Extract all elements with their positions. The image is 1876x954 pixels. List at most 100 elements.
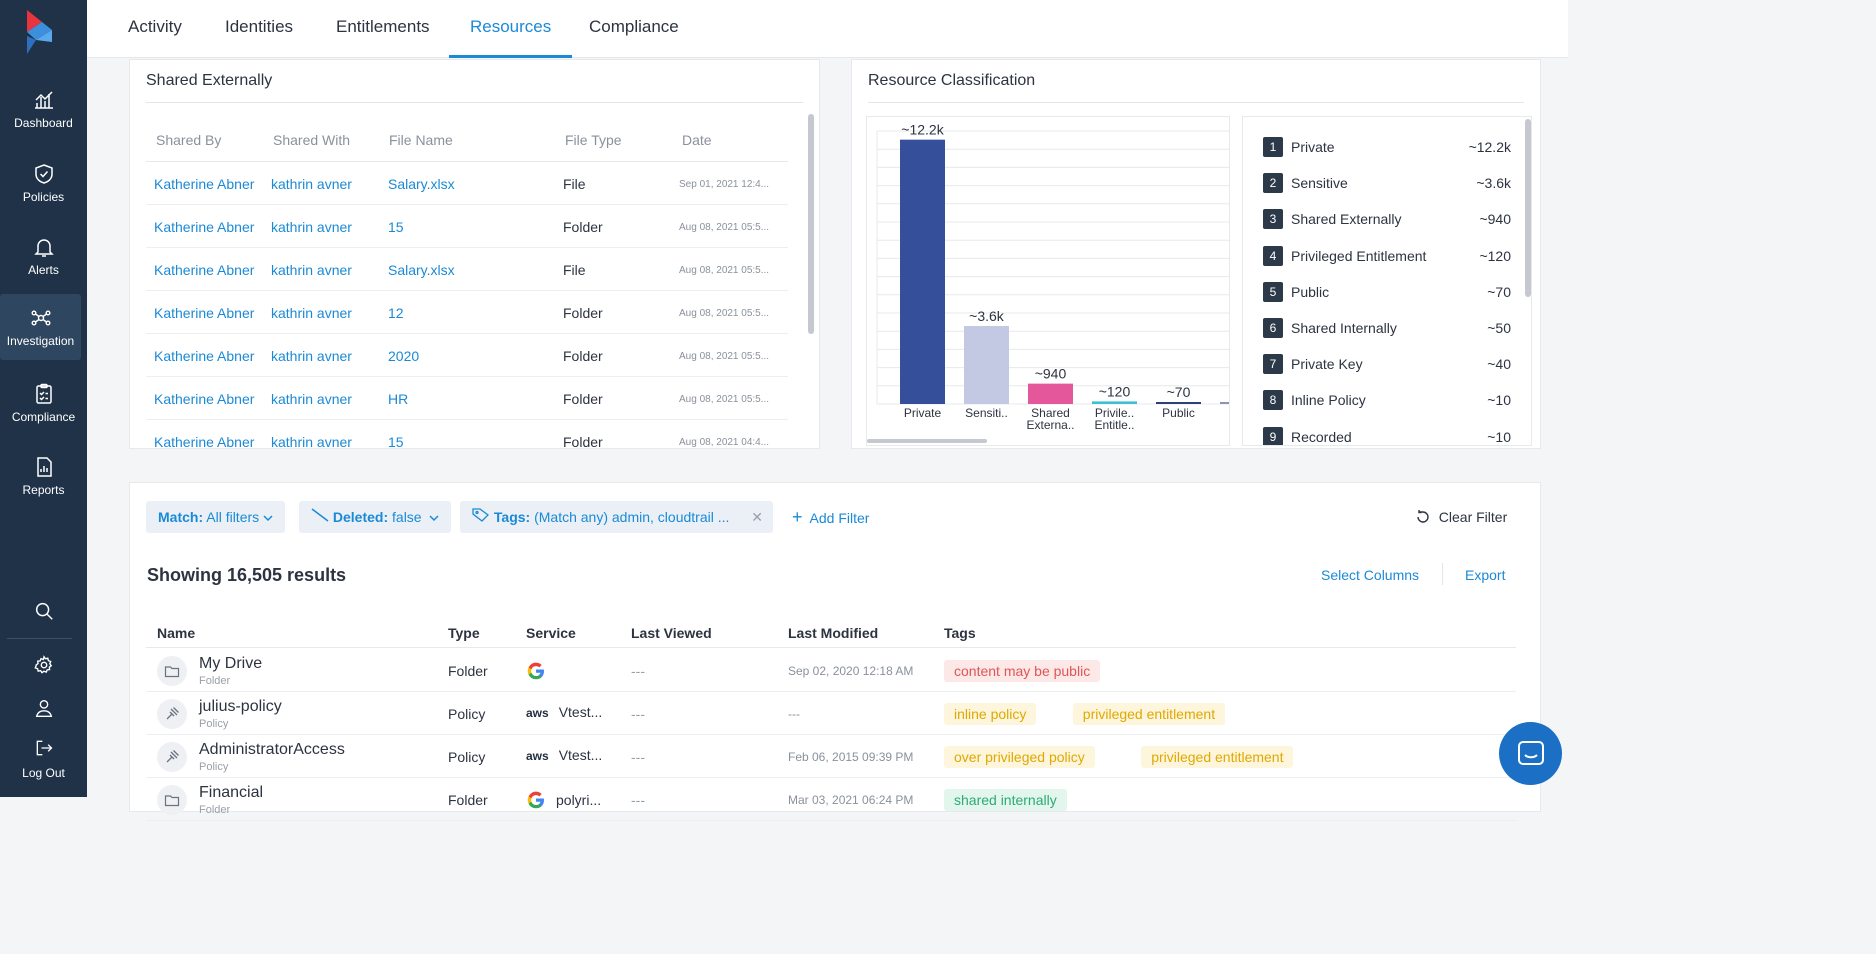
tag-badge[interactable]: privileged entitlement [1141,746,1294,768]
col-name[interactable]: Name [157,625,196,641]
table-row[interactable]: Katherine Abner kathrin avner 12 Folder Aug … [146,291,788,334]
nav-reports[interactable]: Reports [0,443,87,509]
shared-by-cell[interactable]: Katherine Abner [154,262,255,278]
nav-compliance[interactable]: Compliance [0,370,87,436]
table-row[interactable]: Katherine Abner kathrin avner Salary.xlsx F… [146,162,788,205]
table-row[interactable]: Katherine Abner kathrin avner HR Folder Aug … [146,377,788,420]
shared-with-cell[interactable]: kathrin avner [271,434,352,449]
chevron-down-icon [263,515,273,522]
tab-identities[interactable]: Identities [225,17,294,36]
legend-item[interactable]: 4 Privileged Entitlement ~120 [1263,245,1511,266]
shared-with-cell[interactable]: kathrin avner [271,262,352,278]
search-button[interactable] [0,600,87,622]
tag-badge[interactable]: content may be public [944,660,1101,682]
nav-policies[interactable]: Policies [0,150,87,216]
clear-filter-button[interactable]: Clear Filter [1415,501,1507,533]
legend-scrollbar[interactable] [1525,119,1531,297]
file-name-cell[interactable]: Salary.xlsx [388,176,455,192]
profile-button[interactable] [0,697,87,719]
resource-name[interactable]: AdministratorAccess [199,741,345,758]
shared-externally-scrollbar[interactable] [808,114,814,334]
tab-entitlements[interactable]: Entitlements [336,17,430,36]
table-row[interactable]: Katherine Abner kathrin avner Salary.xlsx F… [146,248,788,291]
chart-bar[interactable] [1220,402,1230,404]
table-row[interactable]: Financial Folder Folder polyri... --- Mar 03,… [146,778,1516,821]
logout-button[interactable]: Log Out [0,738,87,780]
file-name-cell[interactable]: 12 [388,305,404,321]
col-shared-by[interactable]: Shared By [156,132,222,148]
legend-item[interactable]: 3 Shared Externally ~940 [1263,209,1511,230]
legend-item[interactable]: 1 Private ~12.2k [1263,137,1511,157]
chart-bar[interactable] [1028,383,1073,404]
col-last-viewed[interactable]: Last Viewed [631,625,712,641]
export-link[interactable]: Export [1465,567,1506,583]
shared-by-cell[interactable]: Katherine Abner [154,219,255,235]
table-row[interactable]: julius-policy Policy Policy aws Vtest... --- -… [146,692,1516,735]
match-filter-chip[interactable]: Match: All filters [146,501,286,533]
legend-item[interactable]: 9 Recorded ~10 [1263,426,1511,445]
table-row[interactable]: Katherine Abner kathrin avner 2020 Folder Au… [146,334,788,377]
tab-resources[interactable]: Resources [449,0,573,58]
shared-by-cell[interactable]: Katherine Abner [154,348,255,364]
col-shared-with[interactable]: Shared With [273,132,351,148]
col-last-modified[interactable]: Last Modified [788,625,879,641]
app-logo[interactable] [24,10,54,54]
nav-alerts[interactable]: Alerts [0,223,87,289]
tag-badge[interactable]: privileged entitlement [1072,703,1226,725]
table-row[interactable]: My Drive Folder Folder --- Sep 02, 2020 12:1… [146,649,1516,692]
legend-value: ~10 [1487,392,1511,409]
shared-with-cell[interactable]: kathrin avner [271,176,352,192]
tab-activity[interactable]: Activity [128,17,182,36]
legend-item[interactable]: 2 Sensitive ~3.6k [1263,173,1511,194]
chart-scrollbar[interactable] [867,439,987,443]
col-tags[interactable]: Tags [944,625,976,641]
legend-item[interactable]: 6 Shared Internally ~50 [1263,318,1511,338]
chat-launcher-button[interactable] [1499,722,1562,785]
col-file-type[interactable]: File Type [565,132,622,148]
col-date[interactable]: Date [682,132,712,148]
file-name-cell[interactable]: 15 [388,219,404,235]
legend-item[interactable]: 7 Private Key ~40 [1263,354,1511,375]
resource-classification-title: Resource Classification [868,72,1036,89]
tag-badge[interactable]: over privileged policy [944,746,1095,768]
shared-by-cell[interactable]: Katherine Abner [154,391,255,407]
close-icon[interactable]: ✕ [751,509,763,525]
resource-name[interactable]: julius-policy [199,698,282,715]
table-row[interactable]: Katherine Abner kathrin avner 15 Folder Aug … [146,420,788,449]
shared-with-cell[interactable]: kathrin avner [271,305,352,321]
deleted-filter-chip[interactable]: Deleted: false [299,501,452,533]
file-name-cell[interactable]: 15 [388,434,404,449]
shared-by-cell[interactable]: Katherine Abner [154,176,255,192]
legend-item[interactable]: 8 Inline Policy ~10 [1263,390,1511,411]
shared-with-cell[interactable]: kathrin avner [271,348,352,364]
select-columns-link[interactable]: Select Columns [1321,567,1420,583]
col-service[interactable]: Service [526,625,576,641]
tag-badge[interactable]: shared internally [944,789,1067,811]
file-name-cell[interactable]: HR [388,391,409,407]
col-type[interactable]: Type [448,625,480,641]
chart-bar[interactable] [1092,401,1137,404]
tab-compliance[interactable]: Compliance [589,17,679,36]
shared-by-cell[interactable]: Katherine Abner [154,305,255,321]
shared-with-cell[interactable]: kathrin avner [271,219,352,235]
shared-by-cell[interactable]: Katherine Abner [154,434,255,449]
col-file-name[interactable]: File Name [389,132,453,148]
resource-name[interactable]: My Drive [199,655,263,672]
tags-filter-chip[interactable]: Tags: (Match any) admin, cloudtrail ... … [460,501,773,533]
nav-investigation[interactable]: Investigation [0,294,81,360]
shared-with-cell[interactable]: kathrin avner [271,391,352,407]
chart-bar[interactable] [1156,402,1201,404]
settings-button[interactable] [0,654,87,676]
tag-badge[interactable]: inline policy [944,703,1037,725]
file-name-cell[interactable]: 2020 [388,348,420,364]
table-row[interactable]: Katherine Abner kathrin avner 15 Folder Aug … [146,205,788,248]
add-filter-button[interactable]: + Add Filter [792,501,869,533]
table-row[interactable]: AdministratorAccess Policy Policy aws Vtest.… [146,735,1516,778]
resource-name[interactable]: Financial [199,784,264,801]
file-name-cell[interactable]: Salary.xlsx [388,262,455,278]
row-type-icon-wrap [157,785,187,815]
chart-bar[interactable] [900,139,945,404]
nav-dashboard[interactable]: Dashboard [0,76,87,142]
legend-item[interactable]: 5 Public ~70 [1263,281,1511,302]
chart-bar[interactable] [964,326,1009,404]
